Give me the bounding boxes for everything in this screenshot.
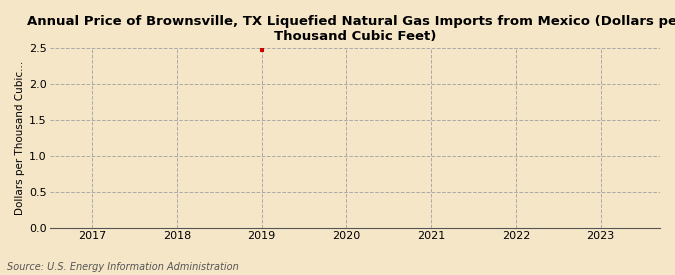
- Title: Annual Price of Brownsville, TX Liquefied Natural Gas Imports from Mexico (Dolla: Annual Price of Brownsville, TX Liquefie…: [26, 15, 675, 43]
- Text: Source: U.S. Energy Information Administration: Source: U.S. Energy Information Administ…: [7, 262, 238, 272]
- Y-axis label: Dollars per Thousand Cubic...: Dollars per Thousand Cubic...: [15, 61, 25, 215]
